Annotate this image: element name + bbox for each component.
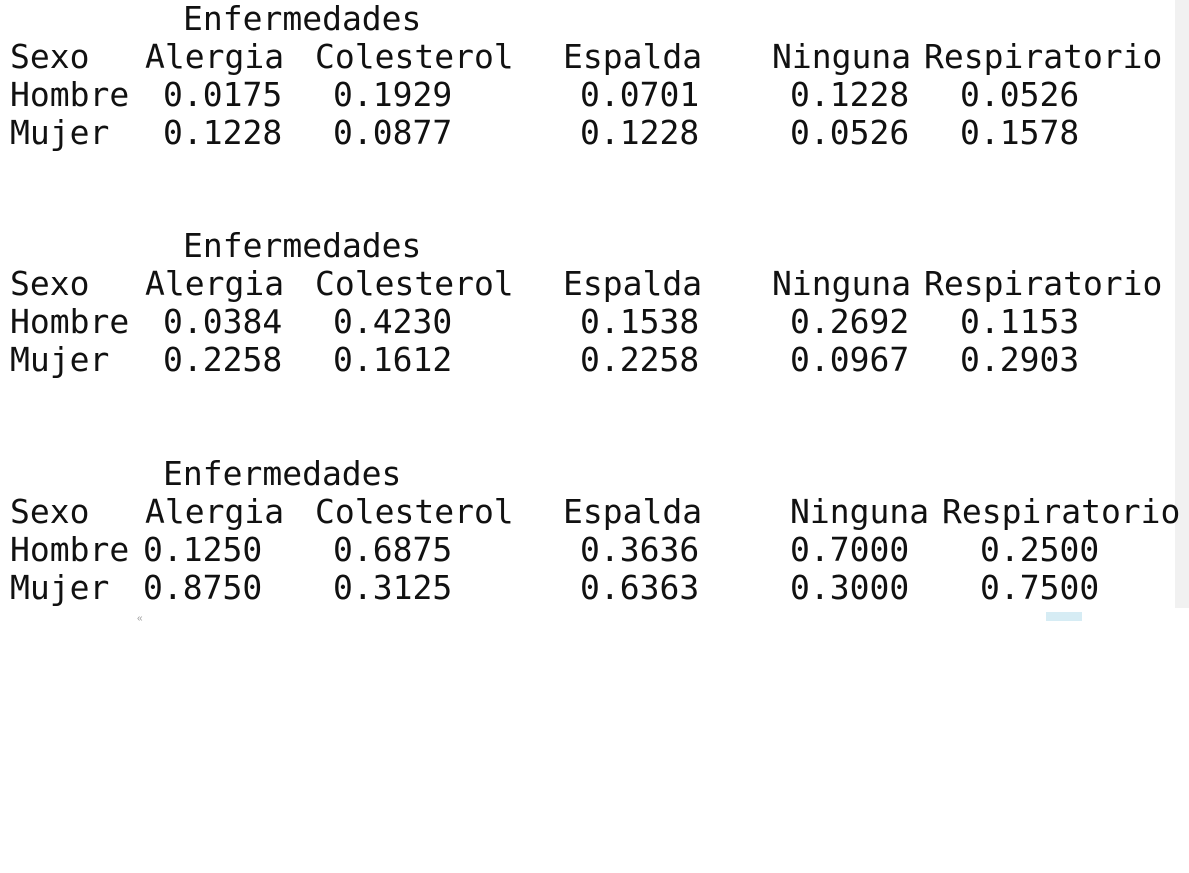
column-header: Respiratorio (924, 37, 1163, 76)
table-cell: 0.0384 (163, 302, 283, 341)
table-cell: 0.1578 (960, 113, 1080, 152)
table-cell: 0.3636 (580, 530, 700, 569)
table-cell: 0.6875 (333, 530, 453, 569)
table-cell: 0.1250 (143, 530, 263, 569)
contingency-table: Enfermedades Sexo Alergia Colesterol Esp… (10, 227, 1180, 379)
table-cell: 0.3000 (790, 568, 910, 607)
column-header: Espalda (563, 37, 703, 76)
table-title: Enfermedades (163, 454, 402, 493)
table-title: Enfermedades (183, 226, 422, 265)
table-cell: 0.1153 (960, 302, 1080, 341)
table-row: Mujer 0.2258 0.1612 0.2258 0.0967 0.2903 (10, 341, 1180, 379)
column-header: Ninguna (772, 37, 912, 76)
column-header: Ninguna (790, 492, 930, 531)
row-label: Hombre (10, 530, 130, 569)
cropped-footer-box (1046, 612, 1082, 621)
row-header: Sexo (10, 264, 90, 303)
table-cell: 0.0877 (333, 113, 453, 152)
table-cell: 0.1228 (790, 75, 910, 114)
table-row: Mujer 0.1228 0.0877 0.1228 0.0526 0.1578 (10, 114, 1180, 152)
table-row: Mujer 0.8750 0.3125 0.6363 0.3000 0.7500 (10, 569, 1180, 607)
contingency-table: Enfermedades Sexo Alergia Colesterol Esp… (10, 455, 1180, 607)
table-cell: 0.1929 (333, 75, 453, 114)
row-label: Mujer (10, 113, 110, 152)
table-cell: 0.1228 (580, 113, 700, 152)
table-header-row: Sexo Alergia Colesterol Espalda Ninguna … (10, 493, 1180, 531)
console-output: Enfermedades Sexo Alergia Colesterol Esp… (10, 0, 1180, 621)
table-cell: 0.7500 (980, 568, 1100, 607)
row-label: Mujer (10, 568, 110, 607)
table-title-row: Enfermedades (10, 227, 1180, 265)
table-cell: 0.0175 (163, 75, 283, 114)
table-row: Hombre 0.0175 0.1929 0.0701 0.1228 0.052… (10, 76, 1180, 114)
table-cell: 0.2692 (790, 302, 910, 341)
row-header: Sexo (10, 492, 90, 531)
table-header-row: Sexo Alergia Colesterol Espalda Ninguna … (10, 265, 1180, 303)
column-header: Espalda (563, 264, 703, 303)
table-cell: 0.0967 (790, 340, 910, 379)
column-header: Alergia (145, 492, 285, 531)
table-cell: 0.0526 (790, 113, 910, 152)
table-cell: 0.2500 (980, 530, 1100, 569)
window-edge-strip (1175, 0, 1189, 621)
column-header: Respiratorio (924, 264, 1163, 303)
table-title-row: Enfermedades (10, 455, 1180, 493)
table-title: Enfermedades (183, 0, 422, 38)
column-header: Respiratorio (942, 492, 1181, 531)
column-header: Colesterol (315, 264, 514, 303)
column-header: Colesterol (315, 492, 514, 531)
table-cell: 0.0701 (580, 75, 700, 114)
table-cell: 0.6363 (580, 568, 700, 607)
table-cell: 0.4230 (333, 302, 453, 341)
table-cell: 0.2903 (960, 340, 1080, 379)
cropped-footer-strip (0, 608, 1189, 621)
row-label: Hombre (10, 302, 130, 341)
column-header: Alergia (145, 264, 285, 303)
row-header: Sexo (10, 37, 90, 76)
table-cell: 0.0526 (960, 75, 1080, 114)
table-header-row: Sexo Alergia Colesterol Espalda Ninguna … (10, 38, 1180, 76)
table-cell: 0.7000 (790, 530, 910, 569)
table-cell: 0.1612 (333, 340, 453, 379)
table-cell: 0.3125 (333, 568, 453, 607)
table-row: Hombre 0.1250 0.6875 0.3636 0.7000 0.250… (10, 531, 1180, 569)
column-header: Ninguna (772, 264, 912, 303)
table-title-row: Enfermedades (10, 0, 1180, 38)
table-cell: 0.2258 (580, 340, 700, 379)
cropped-glyph: « (137, 613, 143, 624)
row-label: Mujer (10, 340, 110, 379)
table-row: Hombre 0.0384 0.4230 0.1538 0.2692 0.115… (10, 303, 1180, 341)
table-cell: 0.2258 (163, 340, 283, 379)
column-header: Espalda (563, 492, 703, 531)
row-label: Hombre (10, 75, 130, 114)
contingency-table: Enfermedades Sexo Alergia Colesterol Esp… (10, 0, 1180, 152)
column-header: Alergia (145, 37, 285, 76)
table-cell: 0.1228 (163, 113, 283, 152)
column-header: Colesterol (315, 37, 514, 76)
table-cell: 0.1538 (580, 302, 700, 341)
table-cell: 0.8750 (143, 568, 263, 607)
